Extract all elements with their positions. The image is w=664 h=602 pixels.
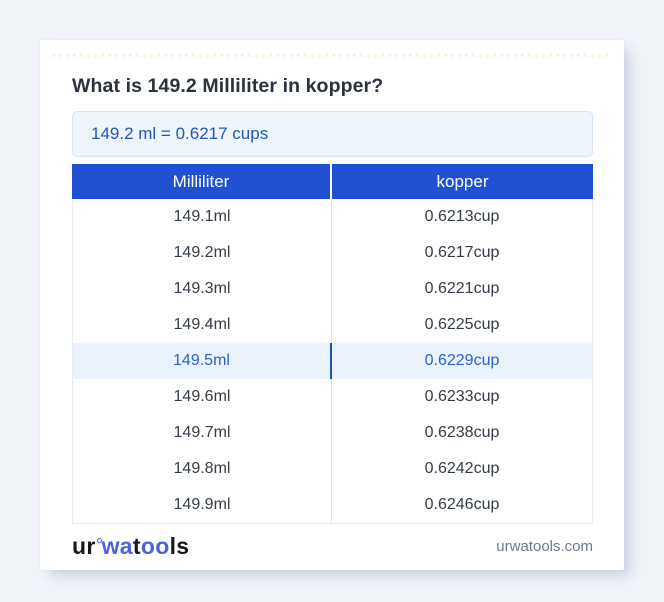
table-row[interactable]: 149.2ml 0.6217cup bbox=[73, 235, 592, 271]
ml-value: 149.3ml bbox=[73, 271, 332, 307]
logo-part-oo: oo bbox=[140, 533, 170, 559]
logo-part-ls: ls bbox=[169, 533, 190, 559]
conversion-result-text: 149.2 ml = 0.6217 cups bbox=[91, 124, 269, 143]
table-header-row: Milliliter kopper bbox=[72, 164, 593, 199]
table-body: 149.1ml 0.6213cup 149.2ml 0.6217cup 149.… bbox=[72, 199, 593, 524]
cup-value: 0.6229cup bbox=[424, 352, 500, 369]
ml-value: 149.7ml bbox=[73, 415, 332, 451]
column-header-milliliter: Milliliter bbox=[72, 164, 332, 199]
column-header-kopper: kopper bbox=[332, 164, 593, 199]
cup-value: 0.6242cup bbox=[424, 460, 500, 477]
table-row[interactable]: 149.9ml 0.6246cup bbox=[73, 487, 592, 523]
cup-value: 0.6221cup bbox=[424, 280, 500, 297]
conversion-table: Milliliter kopper 149.1ml 0.6213cup 149.… bbox=[72, 164, 593, 524]
cup-value: 0.6238cup bbox=[424, 424, 500, 441]
cup-value: 0.6217cup bbox=[424, 244, 500, 261]
ml-value: 149.1ml bbox=[73, 199, 332, 235]
logo-part-wa: wa bbox=[101, 533, 133, 559]
card-footer: ur watools urwatools.com bbox=[72, 532, 593, 560]
logo-ring-icon bbox=[96, 538, 102, 543]
table-row-highlighted[interactable]: 149.5ml 0.6229cup bbox=[73, 343, 592, 379]
table-row[interactable]: 149.6ml 0.6233cup bbox=[73, 379, 592, 415]
ml-value: 149.4ml bbox=[73, 307, 332, 343]
ml-value: 149.8ml bbox=[73, 451, 332, 487]
table-row[interactable]: 149.8ml 0.6242cup bbox=[73, 451, 592, 487]
logo-part-t: t bbox=[132, 533, 141, 559]
decorative-dots bbox=[52, 54, 612, 57]
table-row[interactable]: 149.7ml 0.6238cup bbox=[73, 415, 592, 451]
cup-value: 0.6233cup bbox=[424, 388, 500, 405]
conversion-card: What is 149.2 Milliliter in kopper? 149.… bbox=[40, 40, 624, 570]
ml-value: 149.9ml bbox=[73, 487, 332, 523]
cup-value: 0.6213cup bbox=[424, 208, 500, 225]
cup-value: 0.6246cup bbox=[424, 496, 500, 513]
ml-value: 149.5ml bbox=[73, 343, 332, 379]
table-row[interactable]: 149.1ml 0.6213cup bbox=[73, 199, 592, 235]
page-title: What is 149.2 Milliliter in kopper? bbox=[72, 75, 384, 97]
site-domain-text: urwatools.com bbox=[496, 537, 593, 555]
cup-value: 0.6225cup bbox=[424, 316, 500, 333]
table-row[interactable]: 149.3ml 0.6221cup bbox=[73, 271, 592, 307]
conversion-result-box: 149.2 ml = 0.6217 cups bbox=[72, 111, 593, 157]
logo-part-ur: ur bbox=[72, 533, 96, 559]
urwatools-logo[interactable]: ur watools bbox=[72, 533, 189, 559]
ml-value: 149.2ml bbox=[73, 235, 332, 271]
table-row[interactable]: 149.4ml 0.6225cup bbox=[73, 307, 592, 343]
ml-value: 149.6ml bbox=[73, 379, 332, 415]
